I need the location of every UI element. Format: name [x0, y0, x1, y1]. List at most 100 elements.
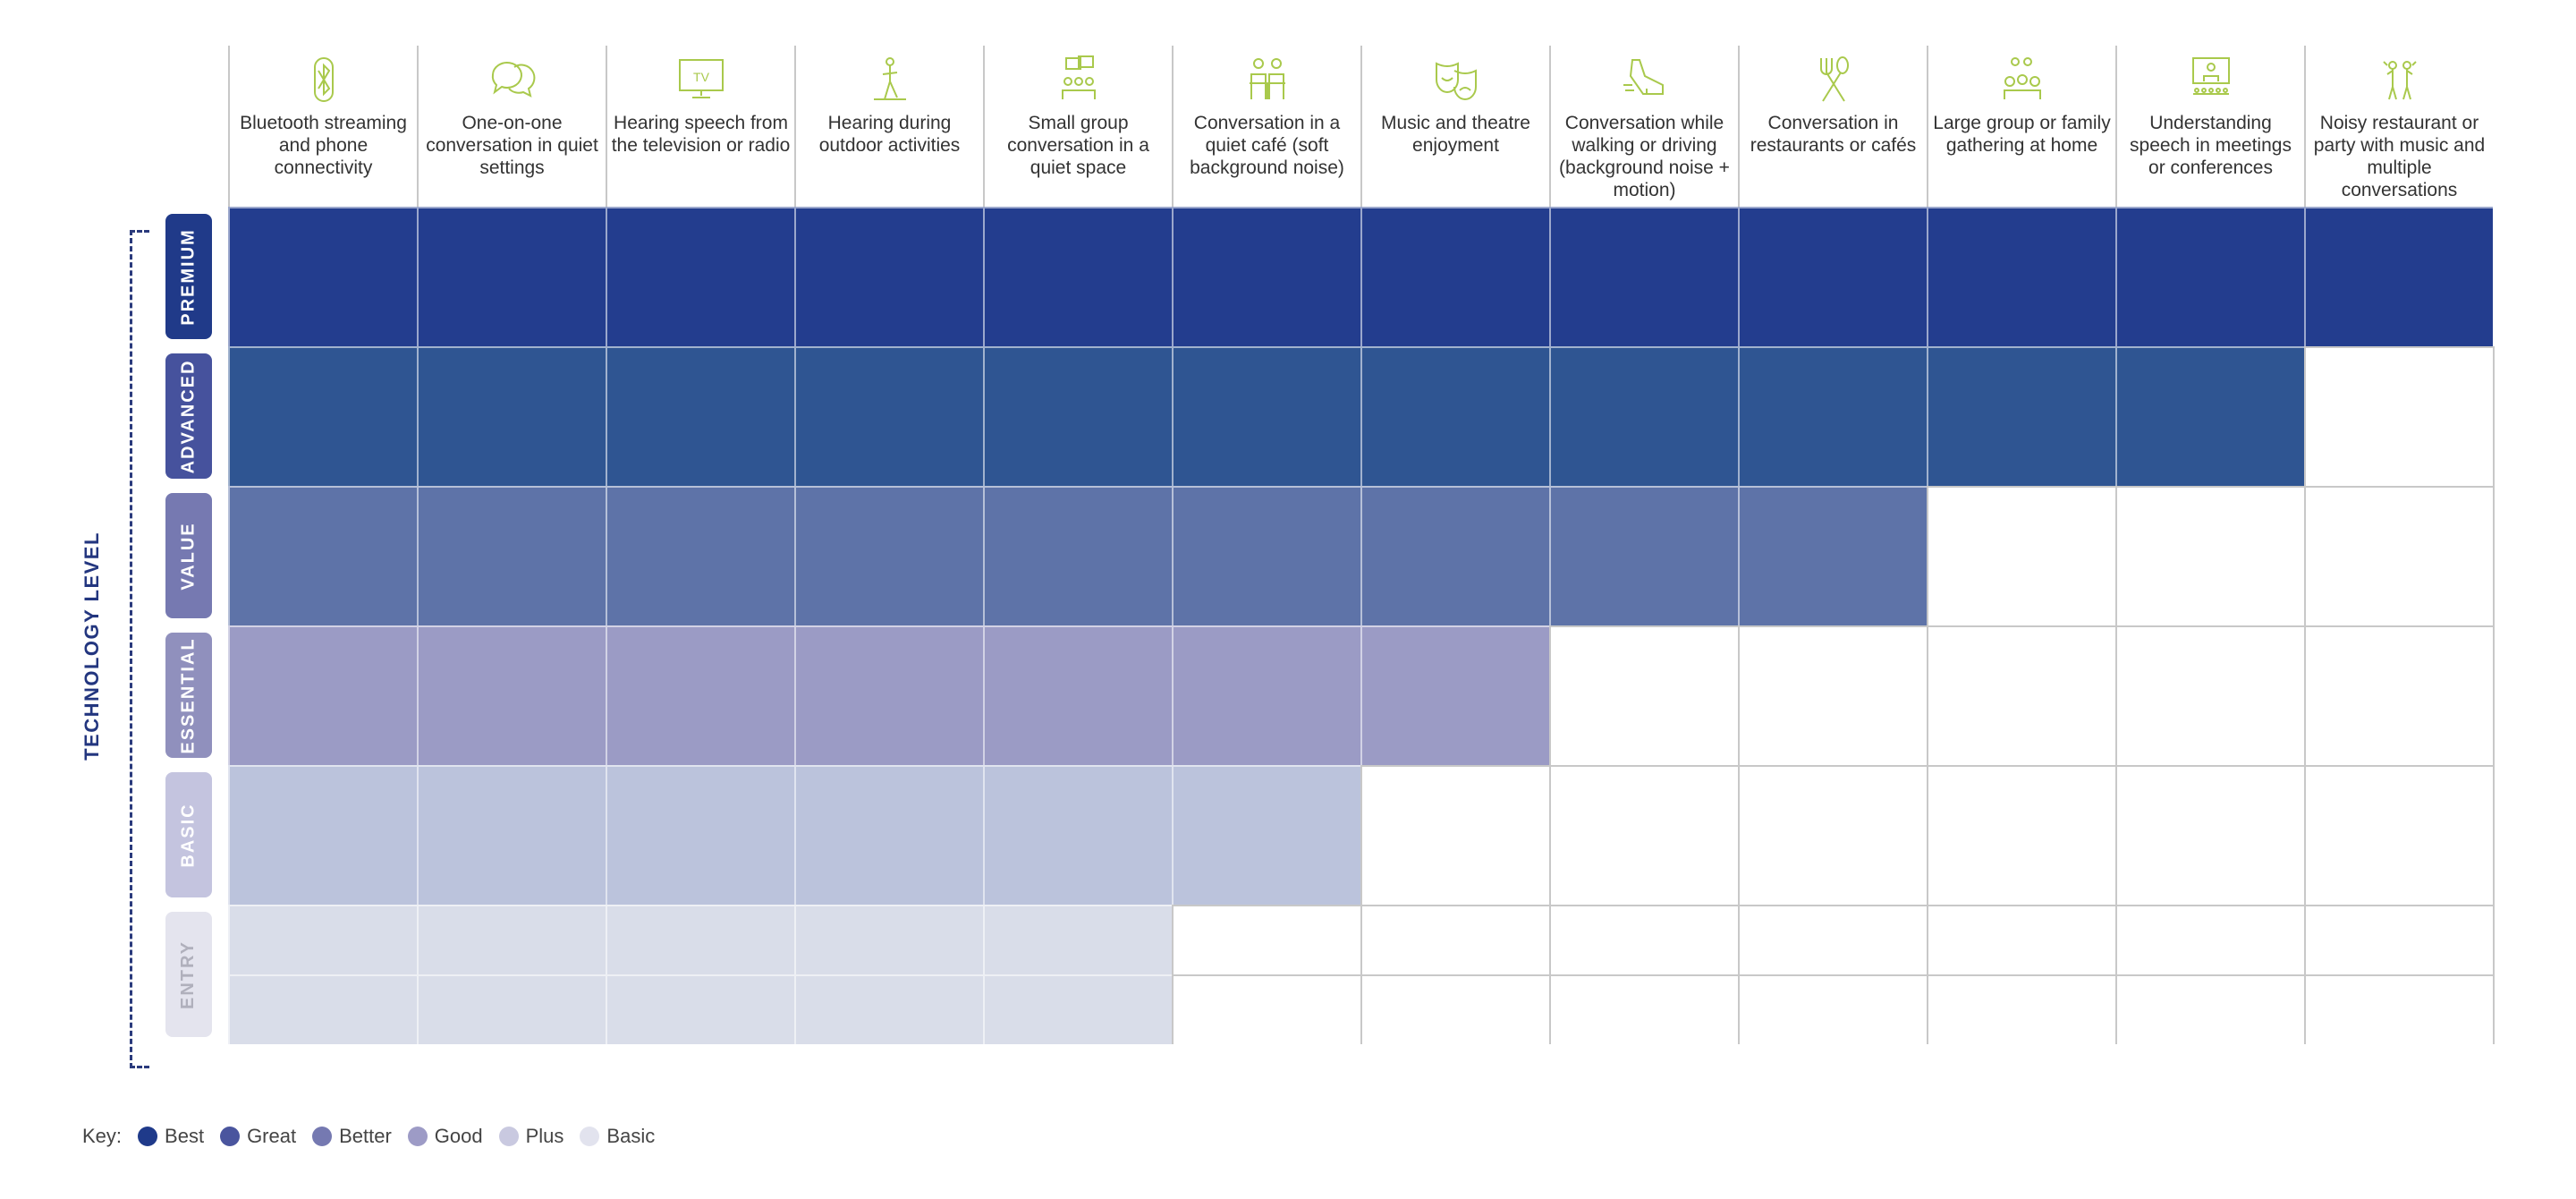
grid-cell-empty — [1172, 905, 1360, 974]
column-header: Conversation while walking or driving (b… — [1549, 46, 1738, 207]
tv-icon: TV — [678, 59, 724, 98]
column-header: Understanding speech in meetings or conf… — [2115, 46, 2304, 207]
grid-cell-filled — [1172, 625, 1360, 765]
grid-cell-filled — [417, 486, 606, 625]
grid-cell-filled — [794, 765, 983, 905]
level-label: BASIC — [178, 802, 199, 868]
level-label: ESSENTIAL — [178, 636, 199, 754]
column-header: Bluetooth streaming and phone connectivi… — [228, 46, 417, 207]
grid-cell-filled — [983, 974, 1172, 1044]
grid-cell-empty — [1549, 765, 1738, 905]
group-chat-icon — [1061, 55, 1096, 99]
legend-swatch — [312, 1127, 333, 1146]
level-label: PREMIUM — [178, 227, 199, 326]
grid-cell-filled — [1927, 207, 2115, 346]
legend-swatch — [407, 1127, 428, 1146]
level-label: VALUE — [178, 521, 199, 591]
level-pill-advanced: ADVANCED — [165, 353, 212, 479]
grid-cell-empty — [1549, 974, 1738, 1044]
column-label: Large group or family gathering at home — [1933, 113, 2111, 156]
column-header: Large group or family gathering at home — [1927, 46, 2115, 207]
grid-cell-empty — [1549, 625, 1738, 765]
technology-level-label: TECHNOLOGY LEVEL — [80, 531, 103, 761]
grid-cell-filled — [1738, 346, 1927, 486]
grid-cell-filled — [794, 625, 983, 765]
grid-cell-empty — [2115, 974, 2304, 1044]
column-header: One-on-one conversation in quiet setting… — [417, 46, 606, 207]
svg-text:TV: TV — [693, 70, 710, 84]
column-header: Conversation in restaurants or cafés — [1738, 46, 1927, 207]
grid-cell-empty — [1549, 905, 1738, 974]
grid-cell-empty — [1738, 974, 1927, 1044]
column-label: Hearing during outdoor activities — [818, 113, 961, 156]
column-label: Small group conversation in a quiet spac… — [1007, 113, 1149, 178]
grid-cell-filled — [417, 346, 606, 486]
grid-cell-filled — [1549, 346, 1738, 486]
legend-label: Good — [434, 1125, 483, 1147]
grid-cell-filled — [1360, 207, 1549, 346]
grid-cell-filled — [2304, 207, 2493, 346]
legend-item: Plus — [498, 1125, 564, 1148]
level-pill-entry: ENTRY — [165, 912, 212, 1037]
legend: Key: Best Great Better Good Plus Basic — [82, 1125, 655, 1148]
column-header: Hearing during outdoor activities — [794, 46, 983, 207]
grid-cell-filled — [228, 905, 417, 974]
grid-cell-filled — [1927, 346, 2115, 486]
party-icon — [2382, 61, 2417, 100]
legend-label: Basic — [606, 1125, 656, 1147]
grid-cell-empty — [1738, 905, 1927, 974]
legend-label: Great — [247, 1125, 297, 1147]
grid-cell-filled — [1172, 346, 1360, 486]
column-label: Understanding speech in meetings or conf… — [2130, 113, 2292, 178]
level-pill-essential: ESSENTIAL — [165, 633, 212, 758]
grid-cell-empty — [1738, 765, 1927, 905]
grid-cell-filled — [606, 207, 794, 346]
grid-cell-empty — [2115, 486, 2304, 625]
grid-cell-filled — [606, 486, 794, 625]
grid-cell-filled — [228, 346, 417, 486]
legend-label: Plus — [525, 1125, 564, 1147]
grid-cell-empty — [2304, 346, 2493, 486]
legend-item: Good — [407, 1125, 483, 1148]
family-gathering-icon — [2003, 57, 2041, 99]
grid-cell-empty — [1360, 765, 1549, 905]
grid-cell-filled — [1360, 346, 1549, 486]
grid-cell-filled — [1360, 486, 1549, 625]
grid-cell-filled — [794, 346, 983, 486]
grid-cell-empty — [2115, 765, 2304, 905]
cafe-icon — [1249, 58, 1285, 99]
column-header: Small group conversation in a quiet spac… — [983, 46, 1172, 207]
grid-cell-empty — [2115, 905, 2304, 974]
level-pill-basic: BASIC — [165, 772, 212, 897]
fork-spoon-icon — [1819, 56, 1849, 102]
grid-cell-filled — [1549, 207, 1738, 346]
grid-cell-empty — [2304, 486, 2493, 625]
legend-item: Great — [220, 1125, 296, 1148]
grid-cell-empty — [1927, 905, 2115, 974]
grid-cell-filled — [983, 905, 1172, 974]
grid-cell-filled — [606, 974, 794, 1044]
grid-cell-empty — [1927, 765, 2115, 905]
legend-label: Best — [165, 1125, 205, 1147]
legend-item: Basic — [580, 1125, 655, 1148]
grid-cell-empty — [1738, 625, 1927, 765]
grid-cell-empty — [1927, 625, 2115, 765]
grid-cell-empty — [1172, 974, 1360, 1044]
grid-cell-filled — [228, 625, 417, 765]
grid-cell-filled — [2115, 346, 2304, 486]
grid-cell-filled — [417, 905, 606, 974]
legend-title: Key: — [82, 1125, 123, 1147]
column-label: Conversation in a quiet café (soft backg… — [1190, 113, 1344, 178]
level-label: ADVANCED — [178, 359, 199, 473]
grid-cell-filled — [794, 905, 983, 974]
grid-cell-empty — [2115, 625, 2304, 765]
grid-cell-filled — [1738, 486, 1927, 625]
legend-swatch — [498, 1127, 519, 1146]
outdoor-hiker-icon — [873, 57, 906, 100]
grid-cell-filled — [983, 625, 1172, 765]
grid-cell-filled — [983, 765, 1172, 905]
grid-cell-empty — [1927, 486, 2115, 625]
level-label: ENTRY — [178, 940, 199, 1009]
grid-cell-filled — [794, 207, 983, 346]
column-label: Hearing speech from the television or ra… — [611, 113, 791, 156]
